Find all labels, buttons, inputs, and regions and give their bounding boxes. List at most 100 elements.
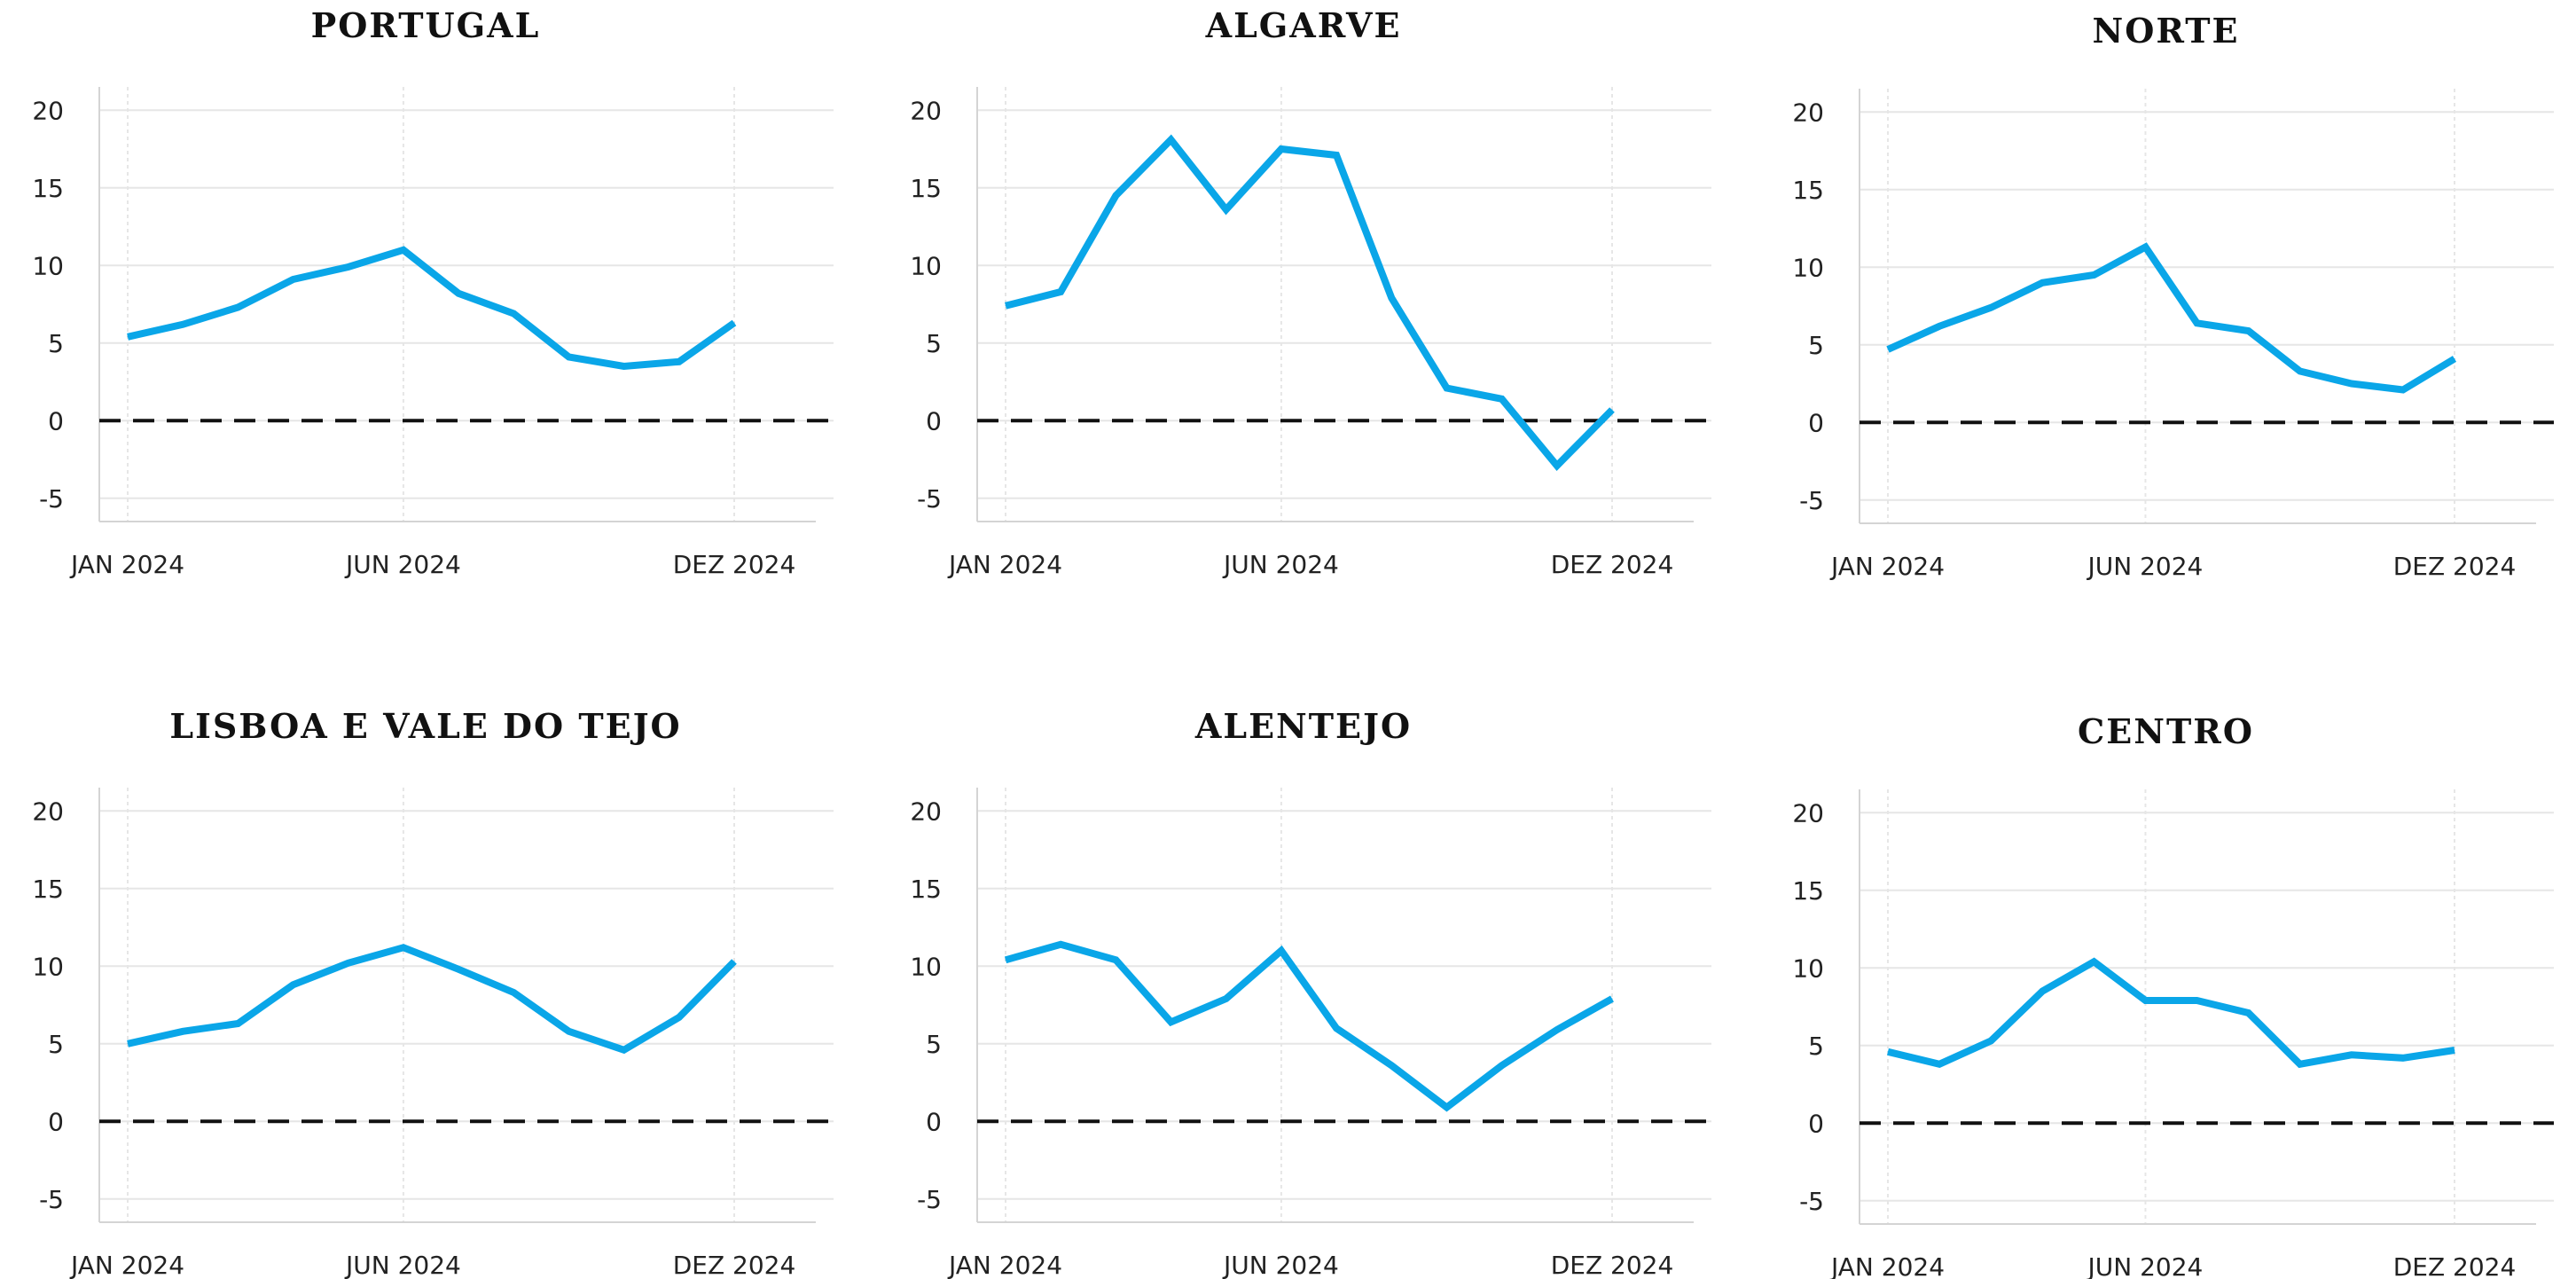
data-point bbox=[1225, 208, 1227, 210]
y-tick-label: 20 bbox=[910, 796, 942, 826]
x-tick-label: JAN 2024 bbox=[947, 550, 1062, 579]
data-point bbox=[293, 279, 294, 280]
chart-panel-norte: NORTE 20 15 10 5 0 -5 JAN 2024 JUN 2024 DEZ 2024 bbox=[1760, 0, 2572, 581]
data-point bbox=[1938, 1063, 1940, 1065]
x-tick-label: JAN 2024 bbox=[1829, 1252, 1945, 1279]
chart-panel-centro: CENTRO 20 15 10 5 0 -5 JAN 2024 JUN 2024 DEZ 202… bbox=[1760, 701, 2572, 1279]
series-line bbox=[1886, 242, 2457, 394]
data-point bbox=[127, 1043, 129, 1045]
data-point bbox=[1280, 148, 1282, 150]
data-point bbox=[568, 1031, 569, 1032]
data-point bbox=[1280, 950, 1282, 952]
chart-panel-algarve: ALGARVE 20 15 10 5 0 -5 JAN 2024 JUN 2024 DEZ 20… bbox=[878, 0, 1729, 579]
data-point bbox=[2041, 282, 2043, 284]
y-tick-label: -5 bbox=[1799, 1187, 1824, 1216]
chart-panel-alentejo: ALENTEJO 20 15 10 5 0 -5 JAN 2024 JUN 2024 DEZ 2… bbox=[878, 701, 1729, 1279]
y-tick-label: 15 bbox=[910, 875, 942, 904]
x-tick-label: JUN 2024 bbox=[1222, 1251, 1339, 1279]
data-point bbox=[678, 361, 680, 363]
data-point bbox=[623, 365, 625, 367]
y-tick-label: 5 bbox=[48, 329, 64, 358]
data-point bbox=[2248, 1012, 2250, 1014]
data-point bbox=[1501, 398, 1503, 400]
y-tick-label: 15 bbox=[1792, 176, 1824, 205]
y-tick-label: 0 bbox=[48, 406, 64, 435]
series-line bbox=[1887, 957, 2455, 1069]
data-point bbox=[513, 313, 514, 314]
x-tick-label: DEZ 2024 bbox=[2393, 1252, 2517, 1279]
x-tick-label: DEZ 2024 bbox=[673, 1251, 796, 1279]
y-tick-label: 10 bbox=[1792, 953, 1824, 983]
chart-title: LISBOA E VALE DO TEJO bbox=[169, 706, 682, 746]
y-tick-label: 10 bbox=[910, 952, 942, 981]
x-tick-label: DEZ 2024 bbox=[2393, 552, 2517, 581]
data-point bbox=[623, 1049, 625, 1051]
x-tick-label: DEZ 2024 bbox=[673, 550, 796, 579]
data-point bbox=[678, 1016, 680, 1018]
data-point bbox=[2248, 330, 2250, 332]
data-point bbox=[237, 307, 239, 308]
y-tick-label: 5 bbox=[48, 1030, 64, 1059]
y-tick-label: 20 bbox=[32, 796, 64, 826]
x-tick-label: JAN 2024 bbox=[1829, 552, 1945, 581]
y-tick-label: -5 bbox=[917, 1185, 942, 1214]
chart-plot: 20 15 10 5 0 -5 JAN 2024 JUN 2024 DEZ 2024 bbox=[910, 788, 1711, 1279]
data-point bbox=[1611, 998, 1613, 1000]
data-point bbox=[1501, 1064, 1503, 1066]
chart-title: PORTUGAL bbox=[310, 5, 541, 45]
data-point bbox=[1390, 297, 1392, 299]
x-tick-label: JAN 2024 bbox=[69, 550, 184, 579]
data-point bbox=[2351, 383, 2353, 384]
y-tick-label: 5 bbox=[1808, 1032, 1824, 1061]
y-tick-label: 10 bbox=[910, 251, 942, 280]
data-point bbox=[127, 336, 129, 338]
data-point bbox=[1556, 1029, 1558, 1031]
y-tick-label: 0 bbox=[1808, 1109, 1824, 1138]
data-point bbox=[733, 961, 735, 962]
y-tick-label: -5 bbox=[39, 484, 64, 514]
y-tick-label: 10 bbox=[1792, 253, 1824, 282]
y-tick-label: 15 bbox=[1792, 876, 1824, 906]
data-point bbox=[1335, 154, 1337, 156]
data-point bbox=[1390, 1064, 1392, 1066]
y-tick-label: -5 bbox=[39, 1185, 64, 1214]
data-point bbox=[2299, 1063, 2301, 1065]
y-tick-label: 10 bbox=[32, 251, 64, 280]
y-tick-label: 5 bbox=[926, 329, 942, 358]
data-point bbox=[1556, 465, 1558, 467]
y-tick-label: 15 bbox=[910, 174, 942, 203]
data-point bbox=[1611, 409, 1613, 411]
y-tick-label: -5 bbox=[917, 484, 942, 514]
data-point bbox=[1990, 1040, 1992, 1041]
data-point bbox=[2196, 322, 2198, 324]
data-point bbox=[1887, 1051, 1889, 1053]
x-tick-label: JUN 2024 bbox=[2087, 1252, 2204, 1279]
y-tick-label: 5 bbox=[926, 1030, 942, 1059]
y-tick-label: 5 bbox=[1808, 331, 1824, 360]
chart-title: ALENTEJO bbox=[1194, 706, 1413, 746]
data-point bbox=[1225, 998, 1227, 1000]
data-point bbox=[2402, 389, 2404, 390]
series-line bbox=[127, 944, 737, 1055]
y-tick-label: -5 bbox=[1799, 486, 1824, 515]
chart-title: CENTRO bbox=[2078, 711, 2254, 751]
chart-title: NORTE bbox=[2092, 11, 2240, 51]
chart-title: ALGARVE bbox=[1205, 5, 1402, 45]
series-line bbox=[127, 246, 737, 371]
data-point bbox=[2041, 991, 2043, 992]
chart-panel-portugal: PORTUGAL 20 15 10 5 0 -5 JAN 2024 JUN 2024 DEZ 2… bbox=[0, 0, 851, 579]
data-point bbox=[2144, 1000, 2146, 1001]
data-point bbox=[182, 324, 184, 326]
data-point bbox=[182, 1031, 184, 1032]
x-tick-label: JAN 2024 bbox=[947, 1251, 1062, 1279]
y-tick-label: 15 bbox=[32, 875, 64, 904]
x-tick-label: JUN 2024 bbox=[344, 1251, 461, 1279]
y-tick-label: 20 bbox=[1792, 98, 1824, 127]
data-point bbox=[458, 293, 459, 294]
x-tick-label: DEZ 2024 bbox=[1551, 1251, 1674, 1279]
data-point bbox=[1887, 349, 1889, 350]
x-tick-label: JAN 2024 bbox=[69, 1251, 184, 1279]
data-point bbox=[2196, 1000, 2198, 1001]
chart-plot: 20 15 10 5 0 -5 JAN 2024 JUN 2024 DEZ 2024 bbox=[910, 87, 1711, 579]
chart-plot: 20 15 10 5 0 -5 JAN 2024 JUN 2024 DEZ 2024 bbox=[1792, 789, 2554, 1279]
